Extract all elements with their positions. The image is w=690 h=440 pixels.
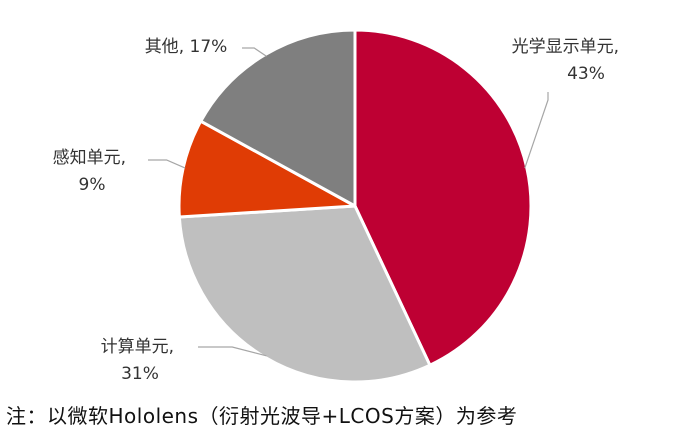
- pie-slices: [177, 28, 533, 384]
- slice-optical-display: [353, 28, 533, 367]
- slice-name-optical-display: 光学显示单元: [512, 37, 614, 57]
- slice-label-sensing: 感知单元, 9%: [53, 148, 132, 195]
- leader-sensing: [148, 159, 186, 169]
- slice-other: [199, 28, 357, 208]
- leader-other: [242, 47, 267, 57]
- slice-value-sensing: 9%: [79, 175, 106, 195]
- slice-compute: [177, 204, 432, 384]
- leader-lines: [148, 47, 549, 357]
- slice-value-optical-display: 43%: [567, 64, 605, 84]
- pie-chart: 光学显示单元, 43% 计算单元, 31% 感知单元, 9% 其他, 17%: [53, 28, 625, 384]
- leader-optical-display: [524, 92, 549, 169]
- slice-name-other: 其他: [145, 37, 179, 57]
- slice-value-other: 17%: [190, 37, 228, 57]
- footnote: 注：以微软Hololens（衍射光波导+LCOS方案）为参考: [6, 404, 518, 428]
- slice-value-compute: 31%: [121, 364, 159, 384]
- slice-name-sensing: 感知单元: [53, 148, 121, 168]
- leader-compute: [198, 346, 267, 357]
- slice-label-optical-display: 光学显示单元, 43%: [512, 37, 625, 84]
- slice-name-compute: 计算单元: [101, 337, 169, 357]
- slice-label-other: 其他, 17%: [145, 37, 228, 57]
- slice-label-compute: 计算单元, 31%: [101, 337, 180, 384]
